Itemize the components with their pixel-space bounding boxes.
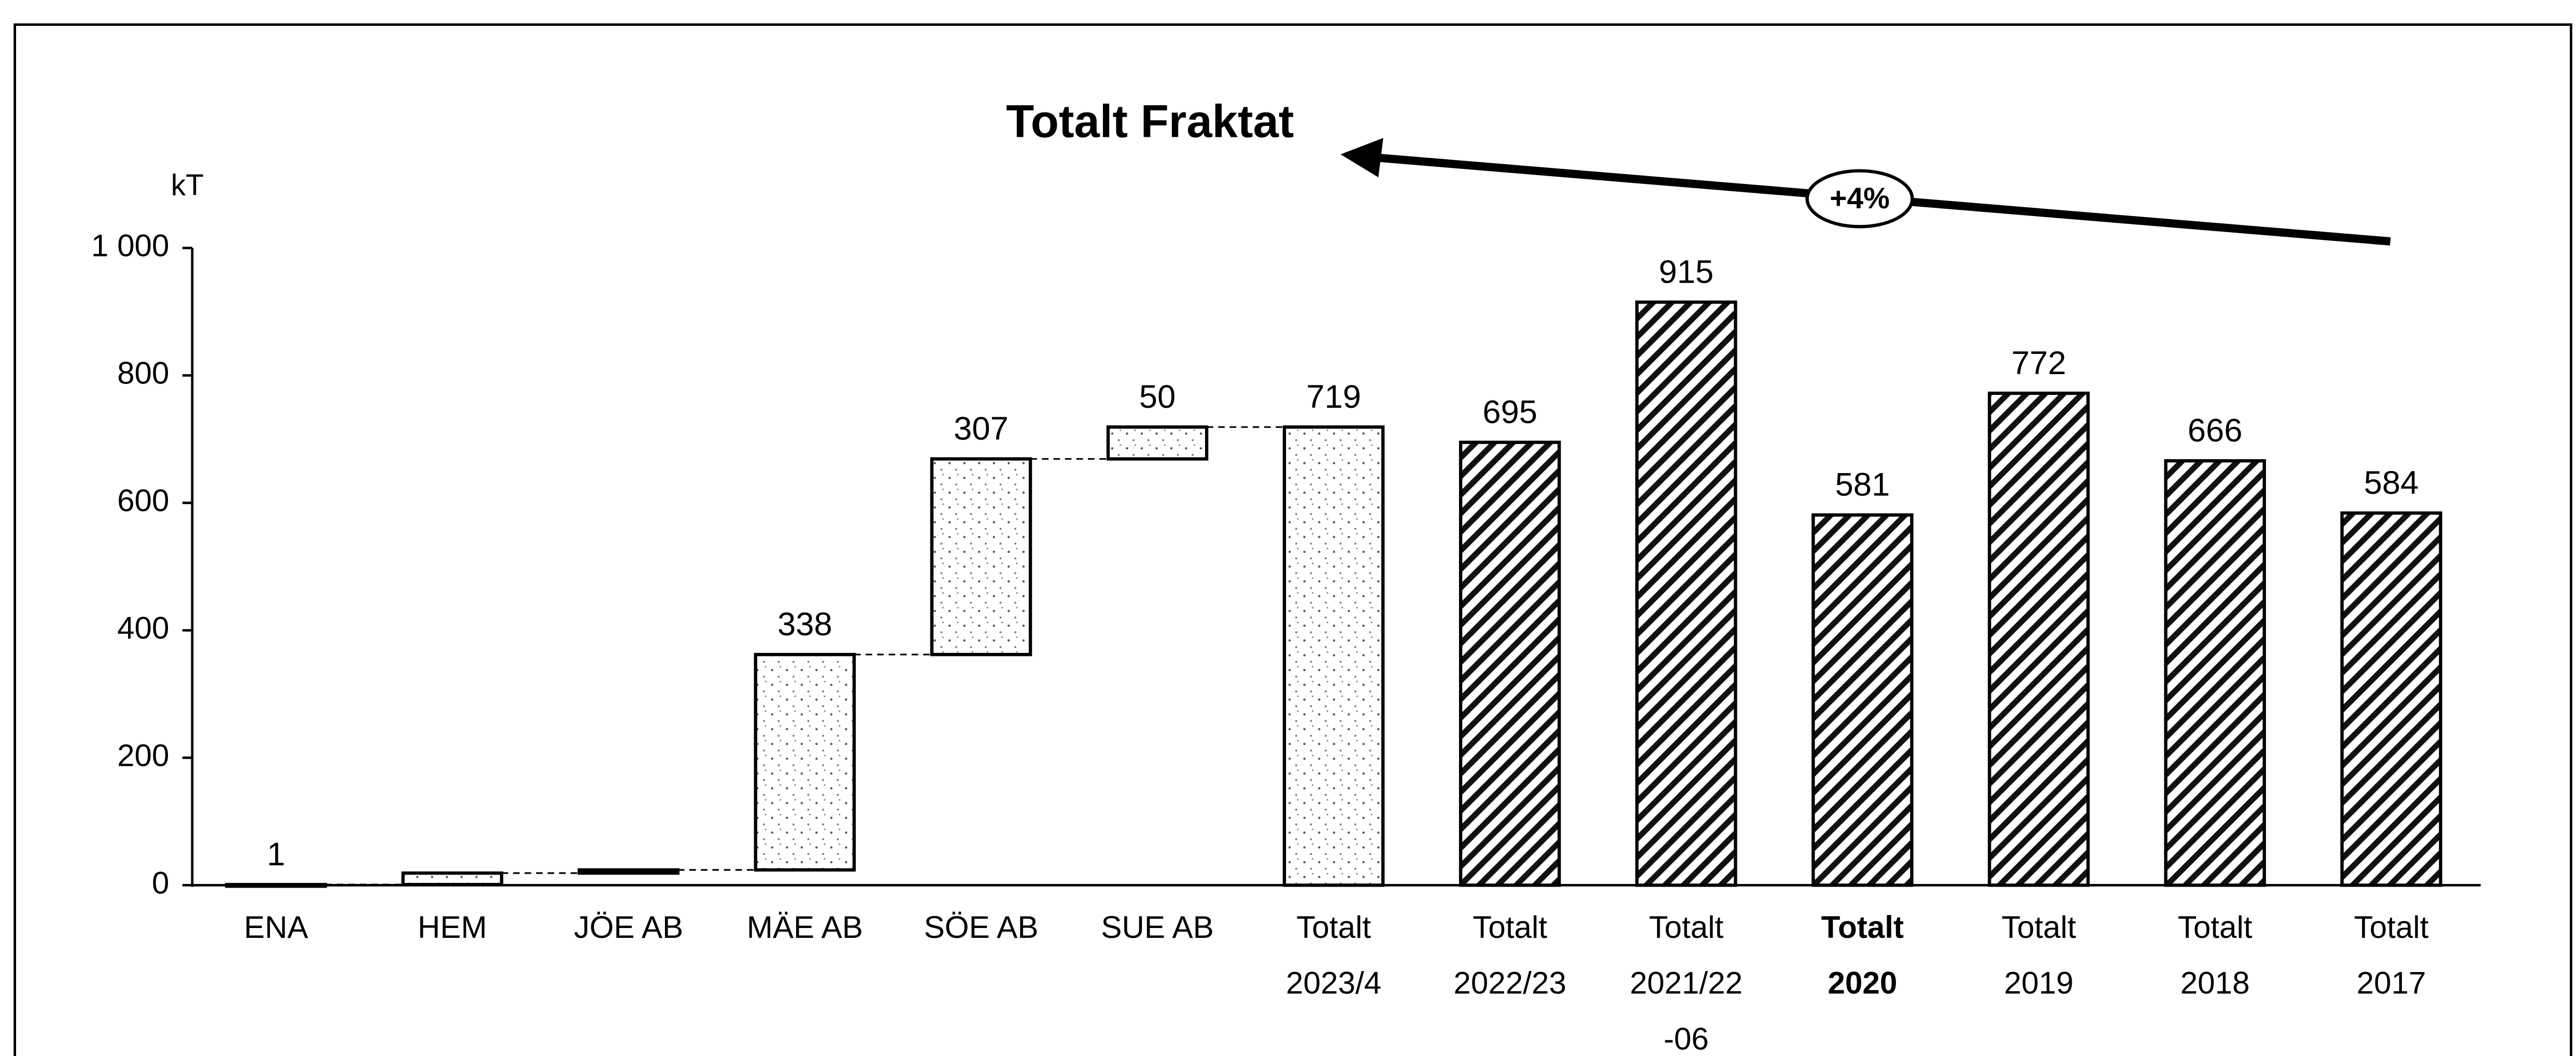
x-tick-label: 2022/23 [1453, 965, 1566, 1001]
x-tick-label: SÖE AB [924, 909, 1038, 945]
bar [754, 653, 856, 872]
y-tick-label: 400 [117, 610, 169, 645]
value-label: 719 [1306, 379, 1361, 415]
x-tick-label: ENA [244, 909, 309, 945]
x-tick-label: -06 [1664, 1021, 1709, 1056]
bar [1282, 425, 1385, 887]
x-tick-label: MÄE AB [747, 909, 863, 945]
frame [13, 23, 2572, 1056]
annotation: +4% [1830, 182, 1890, 215]
value-label: 772 [2012, 345, 2067, 381]
x-tick-label: Totalt [2178, 909, 2253, 945]
y-axis-label: kT [171, 168, 204, 202]
value-label: 50 [1139, 379, 1176, 415]
x-tick-label: 2018 [2181, 965, 2250, 1001]
bar [225, 882, 327, 888]
x-tick-label: Totalt [2002, 909, 2076, 945]
annotation-oval [1805, 169, 1914, 229]
bar [577, 868, 680, 875]
value-label: 307 [954, 411, 1009, 447]
bar [2340, 511, 2442, 887]
x-tick-label: Totalt [1296, 909, 1371, 945]
y-tick-label: 1 000 [91, 228, 169, 263]
x-tick-label: 2017 [2357, 965, 2426, 1001]
x-tick-label: HEM [418, 909, 487, 945]
value-label: 666 [2188, 412, 2243, 449]
value-label: 584 [2364, 465, 2419, 501]
value-label: 581 [1835, 467, 1890, 503]
arrow-head [1340, 138, 1383, 178]
value-label: 338 [777, 606, 832, 643]
y-tick-label: 600 [117, 482, 169, 518]
bar [1988, 391, 2090, 887]
x-tick-label: JÖE AB [574, 909, 683, 945]
bar [401, 871, 503, 887]
bar [1106, 425, 1209, 461]
x-tick-label: Totalt [1473, 909, 1547, 945]
x-tick-label: SUE AB [1101, 909, 1214, 945]
y-tick-label: 800 [117, 355, 169, 390]
y-tick-label: 0 [152, 865, 169, 900]
value-label: 695 [1482, 394, 1537, 431]
y-tick-label: 200 [117, 737, 169, 773]
bar [1811, 513, 1914, 887]
x-tick-label: 2023/4 [1286, 965, 1381, 1001]
x-tick-label: Totalt [1821, 909, 1904, 945]
bar [1459, 440, 1561, 887]
bar [930, 457, 1032, 657]
bar [2164, 459, 2266, 887]
x-tick-label: 2019 [2004, 965, 2073, 1001]
x-tick-label: Totalt [2354, 909, 2429, 945]
value-label: 1 [267, 836, 285, 873]
chart-title: Totalt Fraktat [1006, 95, 1294, 147]
bar [1635, 300, 1737, 887]
x-tick-label: 2021/22 [1630, 965, 1743, 1001]
value-label: 915 [1659, 254, 1714, 290]
x-tick-label: 2020 [1828, 965, 1897, 1001]
x-tick-label: Totalt [1649, 909, 1723, 945]
